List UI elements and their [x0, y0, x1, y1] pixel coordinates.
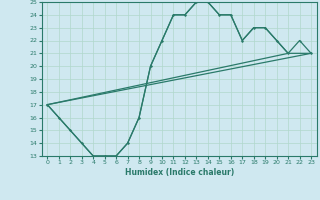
X-axis label: Humidex (Indice chaleur): Humidex (Indice chaleur) — [124, 168, 234, 177]
